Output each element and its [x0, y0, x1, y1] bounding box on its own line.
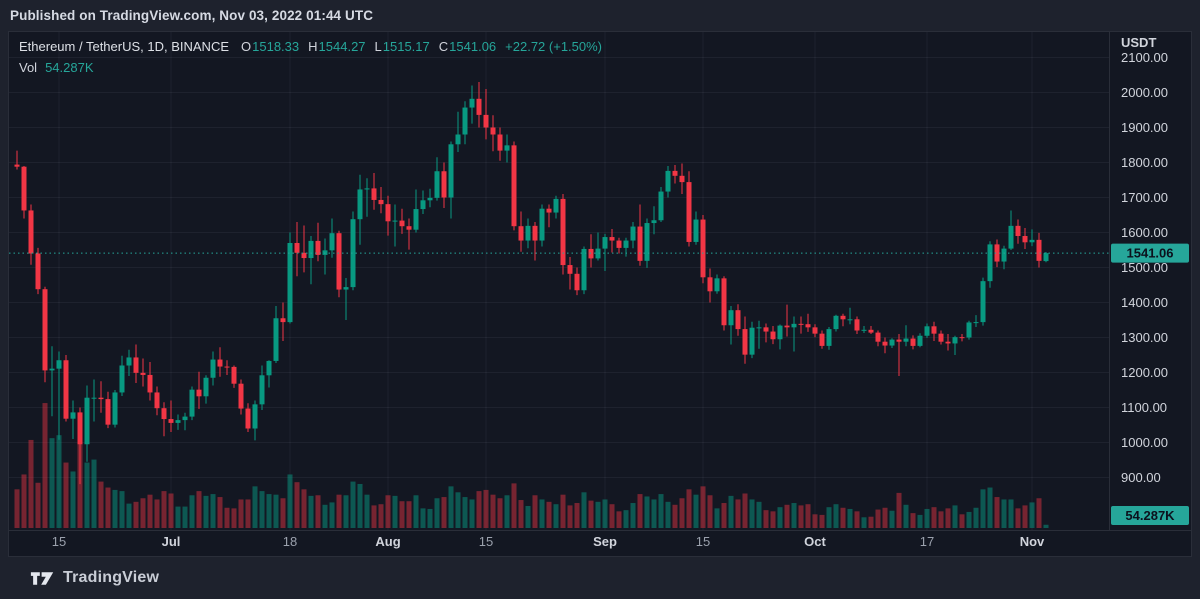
svg-text:1900.00: 1900.00: [1121, 120, 1168, 135]
svg-text:Oct: Oct: [804, 534, 826, 549]
svg-text:1541.06: 1541.06: [1127, 246, 1174, 261]
tradingview-logo-icon: [30, 571, 54, 585]
chart-pane: 2100.00 2000.00 1900.00 1800.00 1700.00 1600.…: [8, 31, 1192, 557]
svg-text:1000.00: 1000.00: [1121, 435, 1168, 450]
svg-text:1600.00: 1600.00: [1121, 225, 1168, 240]
brand-name[interactable]: TradingView: [63, 569, 160, 586]
svg-text:Aug: Aug: [375, 534, 400, 549]
price-axis-labels: 2100.00 2000.00 1900.00 1800.00 1700.00 1600.…: [1121, 50, 1168, 485]
svg-text:1800.00: 1800.00: [1121, 155, 1168, 170]
footer-bar: TradingView: [0, 557, 1200, 599]
svg-text:1700.00: 1700.00: [1121, 190, 1168, 205]
svg-text:1100.00: 1100.00: [1121, 400, 1167, 415]
svg-text:1300.00: 1300.00: [1121, 330, 1168, 345]
svg-text:900.00: 900.00: [1121, 470, 1161, 485]
svg-text:54.287K: 54.287K: [1125, 508, 1175, 523]
volume-bars: [14, 403, 1049, 528]
candles: [14, 82, 1049, 485]
svg-text:1500.00: 1500.00: [1121, 260, 1168, 275]
svg-text:Nov: Nov: [1020, 534, 1045, 549]
published-bar: Published on TradingView.com, Nov 03, 20…: [0, 0, 1200, 31]
svg-text:15: 15: [52, 534, 66, 549]
svg-text:18: 18: [283, 534, 297, 549]
svg-text:1400.00: 1400.00: [1121, 295, 1168, 310]
svg-text:Sep: Sep: [593, 534, 617, 549]
price-gridlines: [9, 57, 1109, 478]
time-axis-labels: 15 Jul 18 Aug 15 Sep 15 Oct 17 Nov: [52, 534, 1045, 549]
published-text: Published on TradingView.com, Nov 03, 20…: [10, 8, 374, 23]
svg-text:2100.00: 2100.00: [1121, 50, 1168, 65]
time-gridlines: [58, 32, 1033, 530]
last-price-badge: 1541.06: [1111, 243, 1189, 263]
currency-label: USDT: [1121, 35, 1156, 50]
svg-text:15: 15: [479, 534, 493, 549]
svg-text:15: 15: [696, 534, 710, 549]
svg-text:17: 17: [920, 534, 934, 549]
candlestick-chart[interactable]: 2100.00 2000.00 1900.00 1800.00 1700.00 1600.…: [9, 32, 1191, 556]
svg-text:Jul: Jul: [162, 534, 181, 549]
svg-text:1200.00: 1200.00: [1121, 365, 1168, 380]
volume-badge: 54.287K: [1111, 506, 1189, 525]
svg-text:2000.00: 2000.00: [1121, 85, 1168, 100]
